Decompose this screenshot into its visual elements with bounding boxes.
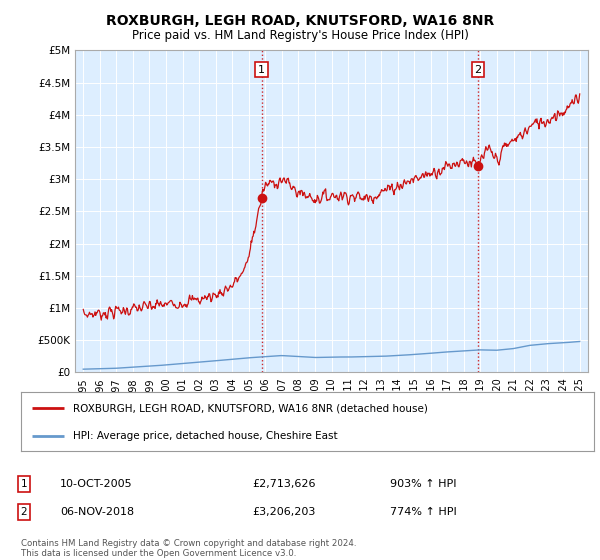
Text: ROXBURGH, LEGH ROAD, KNUTSFORD, WA16 8NR: ROXBURGH, LEGH ROAD, KNUTSFORD, WA16 8NR bbox=[106, 14, 494, 28]
Text: 10-OCT-2005: 10-OCT-2005 bbox=[60, 479, 133, 489]
Text: 774% ↑ HPI: 774% ↑ HPI bbox=[390, 507, 457, 517]
Text: £2,713,626: £2,713,626 bbox=[252, 479, 316, 489]
Text: ROXBURGH, LEGH ROAD, KNUTSFORD, WA16 8NR (detached house): ROXBURGH, LEGH ROAD, KNUTSFORD, WA16 8NR… bbox=[73, 403, 427, 413]
Text: 06-NOV-2018: 06-NOV-2018 bbox=[60, 507, 134, 517]
Text: £3,206,203: £3,206,203 bbox=[252, 507, 316, 517]
Text: Price paid vs. HM Land Registry's House Price Index (HPI): Price paid vs. HM Land Registry's House … bbox=[131, 29, 469, 42]
Text: 2: 2 bbox=[475, 65, 482, 74]
Text: 2: 2 bbox=[20, 507, 28, 517]
Text: 1: 1 bbox=[258, 65, 265, 74]
Text: 1: 1 bbox=[20, 479, 28, 489]
Text: Contains HM Land Registry data © Crown copyright and database right 2024.
This d: Contains HM Land Registry data © Crown c… bbox=[21, 539, 356, 558]
Text: 903% ↑ HPI: 903% ↑ HPI bbox=[390, 479, 457, 489]
Text: HPI: Average price, detached house, Cheshire East: HPI: Average price, detached house, Ches… bbox=[73, 431, 337, 441]
